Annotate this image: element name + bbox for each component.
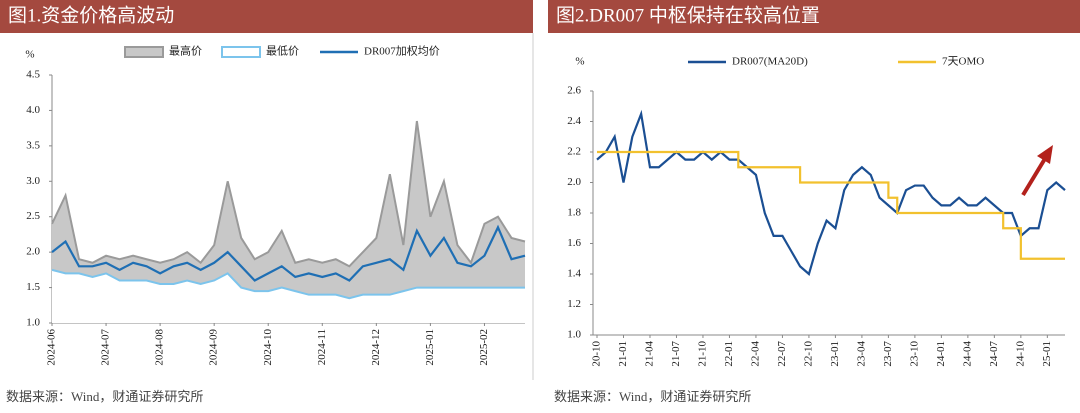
line	[597, 150, 1065, 260]
x-tick-label: 23-04	[855, 341, 867, 367]
x-tick-label: 21-04	[644, 341, 656, 367]
source: 数据来源：Wind，财通证券研究所	[6, 389, 203, 404]
y-tick-label: 2.0	[26, 246, 40, 258]
y-unit: %	[575, 56, 584, 68]
arrow	[1021, 145, 1053, 197]
legend-label: 最高价	[169, 44, 202, 58]
x-tick-label: 2025-01	[424, 329, 436, 366]
y-tick-label: 1.2	[567, 298, 581, 310]
x-tick-label: 2024-11	[316, 329, 328, 365]
y-tick-label: 1.0	[26, 317, 40, 329]
x-tick-label: 22-04	[749, 341, 761, 367]
y-tick-label: 1.8	[567, 207, 581, 219]
legend-swatch	[221, 46, 261, 58]
legend-label: 最低价	[266, 45, 299, 58]
x-tick-label: 22-07	[776, 341, 788, 367]
area-edge	[51, 268, 525, 300]
legend-label: 7天OMO	[942, 56, 984, 68]
x-tick-label: 2024-09	[208, 329, 220, 366]
x-tick-label: 21-07	[670, 341, 682, 367]
x-tick-label: 22-10	[802, 341, 814, 367]
x-tick-label: 20-10	[591, 341, 603, 367]
y-tick-label: 3.0	[26, 175, 40, 187]
title-bar	[548, 0, 1080, 33]
y-tick-label: 1.6	[567, 237, 581, 249]
y-tick-label: 2.5	[26, 210, 40, 222]
legend-swatch	[124, 46, 164, 58]
x-tick-label: 2024-10	[262, 329, 274, 366]
x-tick-label: 2024-07	[100, 329, 112, 366]
title-bar	[0, 0, 533, 33]
x-tick-label: 2024-06	[46, 329, 58, 366]
x-tick-label: 23-01	[829, 341, 841, 367]
area-edge	[51, 120, 526, 268]
y-tick-label: 4.0	[26, 104, 40, 116]
chart-title: 图1.资金价格高波动	[8, 4, 174, 26]
x-tick-label: 24-01	[935, 341, 947, 367]
y-unit: %	[25, 49, 34, 61]
y-tick-label: 1.0	[567, 329, 581, 341]
line	[596, 109, 1066, 276]
area	[52, 269, 525, 323]
legend-label: DR007加权均价	[364, 45, 440, 58]
legend-label: DR007(MA20D)	[732, 56, 808, 68]
x-tick-label: 23-07	[882, 341, 894, 367]
x-tick-label: 22-01	[723, 341, 735, 367]
y-tick-label: 1.4	[567, 268, 581, 280]
x-tick-label: 21-01	[617, 341, 629, 367]
x-tick-label: 2025-02	[478, 329, 490, 366]
x-tick-label: 24-04	[961, 341, 973, 367]
y-tick-label: 2.2	[567, 146, 581, 158]
y-tick-label: 2.6	[567, 85, 581, 97]
x-tick-label: 23-10	[908, 341, 920, 367]
x-tick-label: 2024-08	[154, 329, 166, 366]
y-tick-label: 2.0	[567, 176, 581, 188]
x-tick-label: 21-10	[696, 341, 708, 367]
chart-title: 图2.DR007 中枢保持在较高位置	[556, 4, 820, 26]
x-tick-label: 25-01	[1041, 341, 1053, 367]
x-tick-label: 2024-12	[370, 329, 382, 366]
source: 数据来源：Wind，财通证券研究所	[554, 389, 751, 404]
y-tick-label: 1.5	[26, 281, 40, 293]
area	[52, 121, 525, 323]
x-tick-label: 24-10	[1014, 341, 1026, 367]
y-tick-label: 3.5	[26, 139, 40, 151]
y-tick-label: 2.4	[567, 115, 581, 127]
line	[51, 224, 526, 282]
x-tick-label: 24-07	[988, 341, 1000, 367]
y-tick-label: 4.5	[26, 69, 40, 81]
